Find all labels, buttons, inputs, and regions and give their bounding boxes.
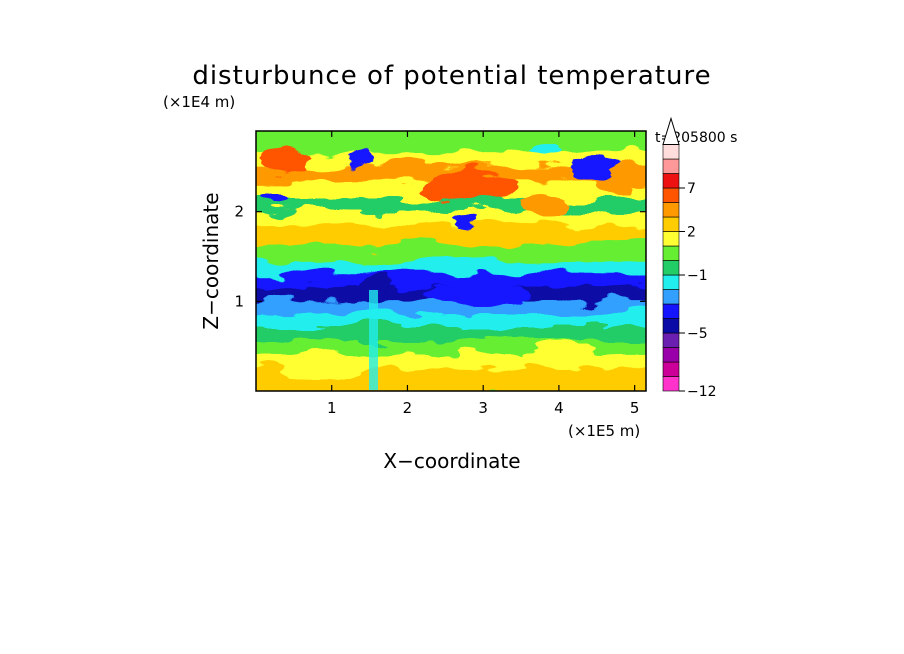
y-tick-label: 1 xyxy=(234,292,244,310)
colorbar-swatch xyxy=(662,158,680,174)
x-unit-label: (×1E5 m) xyxy=(568,422,640,440)
colorbar-extend-arrow xyxy=(662,116,680,145)
colorbar-tick-label: −12 xyxy=(687,384,717,400)
colorbar-swatch xyxy=(662,260,680,276)
colorbar-swatch xyxy=(662,347,680,363)
colorbar-swatch xyxy=(662,376,680,392)
colorbar-tick-label: 7 xyxy=(687,181,696,197)
colorbar-swatch xyxy=(662,187,680,203)
y-axis: 12 xyxy=(234,203,646,310)
contour-features xyxy=(260,144,635,377)
y-axis-label: Z−coordinate xyxy=(199,192,223,329)
colorbar-swatch xyxy=(662,144,680,160)
plot-area xyxy=(256,131,646,391)
colorbar-swatch xyxy=(662,303,680,319)
y-tick-label: 2 xyxy=(234,203,244,221)
x-axis: 1 2 3 4 5 xyxy=(327,131,639,417)
x-axis-label: X−coordinate xyxy=(383,449,520,473)
cold-anomaly xyxy=(425,285,535,305)
warm-anomaly xyxy=(375,162,425,178)
vertical-plume xyxy=(369,290,378,390)
colorbar-swatch xyxy=(662,216,680,232)
cold-anomaly xyxy=(261,194,289,206)
colorbar-swatch xyxy=(662,202,680,218)
colorbar-swatch xyxy=(662,332,680,348)
warm-anomaly xyxy=(520,193,570,217)
colorbar-swatch xyxy=(662,245,680,261)
cold-anomaly xyxy=(453,216,477,228)
chart-title: disturbunce of potential temperature xyxy=(192,61,711,91)
colorbar-swatch xyxy=(662,361,680,377)
x-tick-label: 4 xyxy=(554,399,564,417)
cold-anomaly xyxy=(525,144,565,156)
colorbar-swatch xyxy=(662,173,680,189)
colorbar-swatch xyxy=(662,231,680,247)
warm-anomaly xyxy=(260,148,310,172)
colorbar-swatch xyxy=(662,289,680,305)
cold-anomaly xyxy=(346,152,374,168)
contour-band xyxy=(256,131,646,153)
y-unit-label: (×1E4 m) xyxy=(163,93,235,111)
cold-anomaly xyxy=(361,276,389,294)
warm-anomaly xyxy=(525,343,595,367)
warm-anomaly xyxy=(425,169,515,201)
x-tick-label: 3 xyxy=(478,399,488,417)
x-tick-label: 2 xyxy=(403,399,413,417)
warm-anomaly xyxy=(275,353,365,377)
plot-frame xyxy=(255,130,647,392)
colorbar-tick-label: −5 xyxy=(687,326,708,342)
cold-anomaly xyxy=(568,160,612,180)
x-tick-label: 5 xyxy=(630,399,640,417)
colorbar-tick-label: −1 xyxy=(687,268,708,284)
x-tick-label: 1 xyxy=(327,399,337,417)
colorbar-swatch xyxy=(662,274,680,290)
colorbar-tick-label: 2 xyxy=(687,225,696,241)
colorbar-swatch xyxy=(662,318,680,334)
colorbar: −12−5−127 xyxy=(662,116,717,400)
